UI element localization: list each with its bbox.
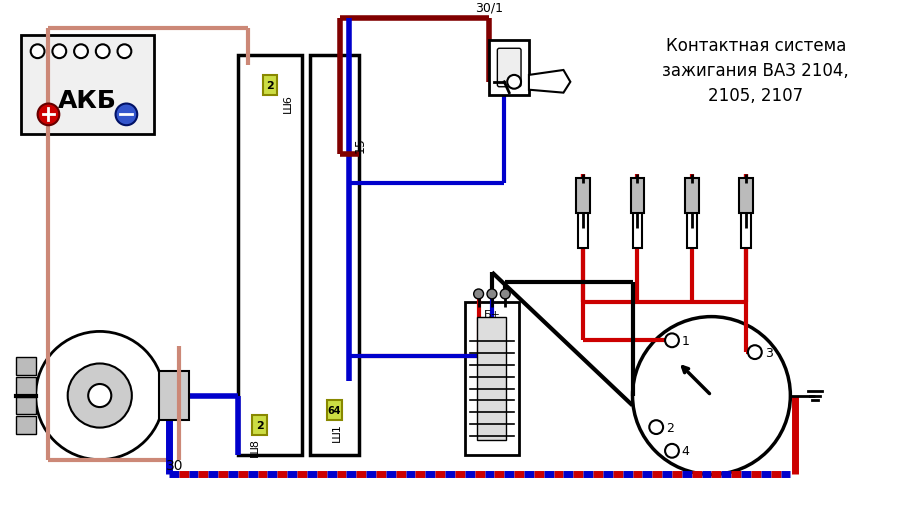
- Bar: [16, 357, 36, 375]
- Text: 30: 30: [166, 458, 184, 472]
- Bar: [633, 184, 643, 248]
- Bar: [328, 401, 342, 420]
- Bar: [490, 41, 529, 96]
- Bar: [631, 179, 644, 214]
- Text: 3: 3: [765, 346, 772, 359]
- Bar: [685, 179, 698, 214]
- Circle shape: [52, 45, 67, 59]
- Text: Б+: Б+: [483, 309, 500, 319]
- FancyBboxPatch shape: [498, 49, 521, 88]
- Text: Контактная система
зажигания ВАЗ 2104,
2105, 2107: Контактная система зажигания ВАЗ 2104, 2…: [662, 37, 850, 105]
- Bar: [252, 415, 267, 435]
- Circle shape: [665, 334, 679, 348]
- Bar: [464, 302, 519, 455]
- Circle shape: [500, 290, 510, 299]
- Bar: [16, 377, 36, 395]
- Circle shape: [74, 45, 88, 59]
- Text: Ш1: Ш1: [331, 423, 341, 442]
- Text: Ш6: Ш6: [283, 94, 293, 112]
- Bar: [16, 416, 36, 434]
- Text: 2: 2: [256, 420, 264, 430]
- Bar: [310, 56, 359, 455]
- Circle shape: [68, 364, 131, 428]
- Circle shape: [748, 346, 761, 359]
- Bar: [579, 184, 588, 248]
- Bar: [576, 179, 590, 214]
- Circle shape: [115, 104, 138, 126]
- Text: 64: 64: [328, 406, 341, 415]
- Circle shape: [88, 384, 112, 407]
- Bar: [16, 397, 36, 414]
- Bar: [739, 179, 753, 214]
- Text: АКБ: АКБ: [58, 89, 117, 112]
- Circle shape: [508, 76, 521, 90]
- Bar: [159, 371, 189, 420]
- Bar: [21, 36, 154, 135]
- Circle shape: [633, 317, 790, 474]
- Circle shape: [31, 45, 44, 59]
- Polygon shape: [529, 71, 571, 94]
- Text: 2: 2: [666, 421, 674, 434]
- Circle shape: [36, 332, 164, 460]
- Text: 15: 15: [354, 137, 366, 153]
- Circle shape: [487, 290, 497, 299]
- Circle shape: [665, 444, 679, 458]
- Bar: [238, 56, 302, 455]
- Circle shape: [118, 45, 131, 59]
- Bar: [263, 76, 277, 96]
- Circle shape: [38, 104, 59, 126]
- Text: Ш8: Ш8: [249, 437, 260, 457]
- Text: 4: 4: [682, 444, 689, 458]
- Text: 1: 1: [682, 334, 689, 347]
- Circle shape: [473, 290, 483, 299]
- Bar: [687, 184, 697, 248]
- Bar: [477, 317, 506, 440]
- Circle shape: [649, 420, 663, 434]
- Bar: [741, 184, 751, 248]
- Circle shape: [95, 45, 110, 59]
- Text: 2: 2: [266, 80, 274, 91]
- Text: 30/1: 30/1: [475, 2, 503, 15]
